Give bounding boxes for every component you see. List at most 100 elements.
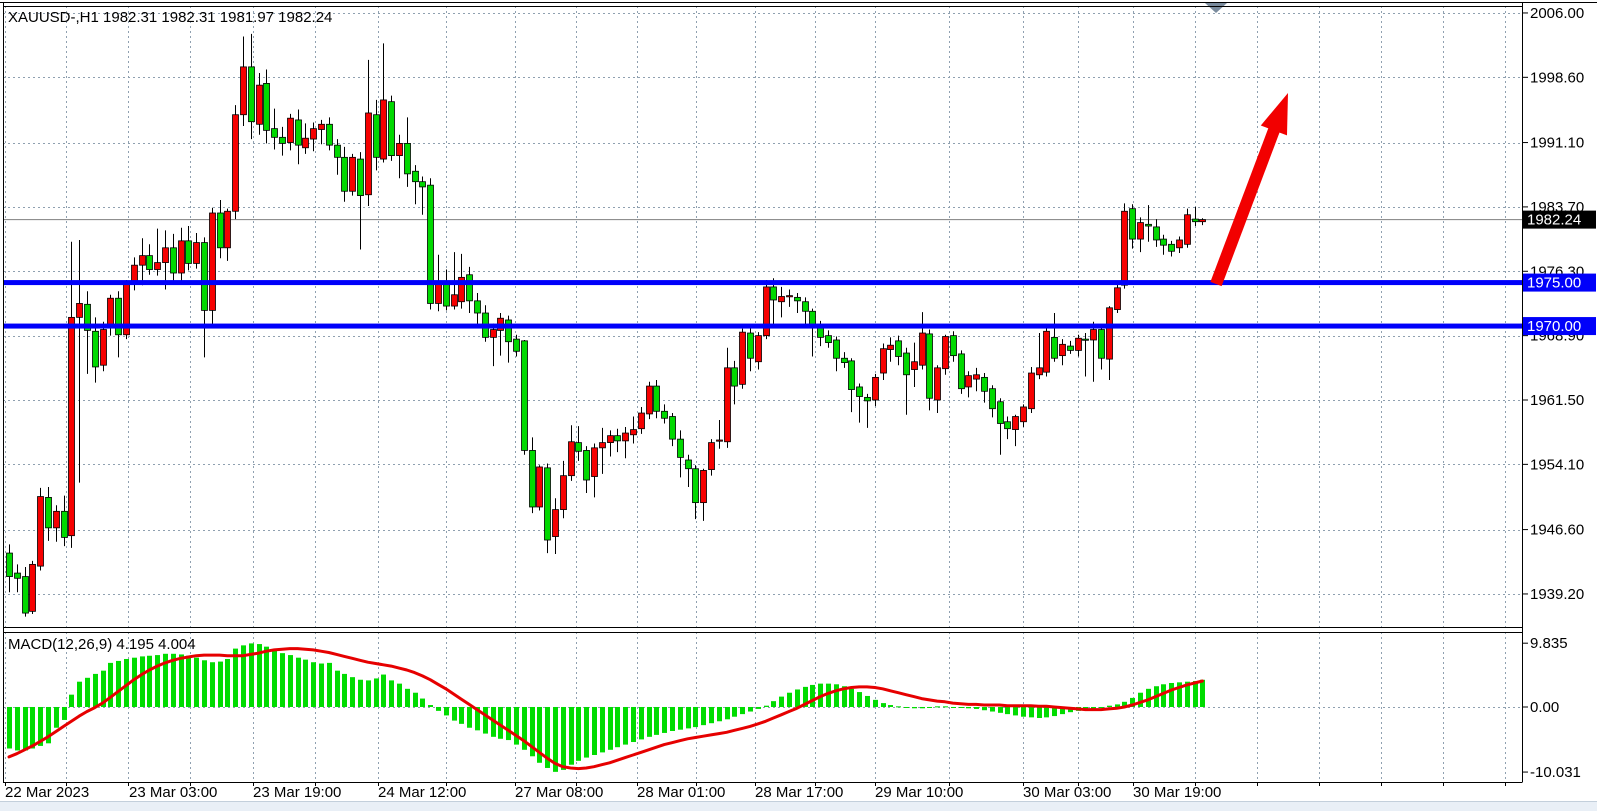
time-axis-label: 30 Mar 03:00 [1023, 784, 1111, 801]
candle-bear [248, 66, 255, 123]
macd-histogram-bar [327, 662, 332, 707]
candle-bull [302, 137, 309, 149]
macd-histogram-bar [974, 706, 979, 709]
macd-histogram-bar [545, 706, 550, 768]
candle-bear [61, 510, 68, 538]
price-tick-label: 1946.60 [1530, 522, 1584, 539]
macd-histogram-bar [654, 706, 659, 735]
macd-histogram-bar [428, 705, 433, 707]
candle-bear [989, 388, 996, 410]
macd-histogram-bar [1052, 706, 1057, 717]
macd-histogram-bar [576, 706, 581, 761]
macd-histogram-bar [935, 706, 940, 708]
candle-bear [981, 376, 988, 392]
macd-histogram-bar [912, 706, 917, 709]
trend-arrow-shaft[interactable] [1210, 122, 1282, 287]
candle-bull [490, 329, 497, 338]
macd-tick-label: -10.031 [1530, 764, 1581, 781]
candle-bear [419, 181, 426, 188]
candle-bull [1176, 239, 1183, 249]
candle-bear [1129, 208, 1136, 240]
macd-histogram-bar [608, 706, 613, 750]
current-price-tag[interactable] [1523, 210, 1596, 229]
macd-histogram-bar [303, 659, 308, 707]
candle-bear [958, 353, 965, 390]
candle-bull [1012, 416, 1019, 430]
candle-bear [653, 385, 660, 412]
macd-histogram-bar [186, 655, 191, 707]
candle-bear [427, 184, 434, 304]
candle-bull [880, 348, 887, 374]
candle-bull [37, 496, 44, 567]
macd-histogram-bar [30, 706, 35, 749]
candle-bull [716, 439, 723, 442]
candle-bull [162, 247, 169, 263]
candle-bear [170, 247, 177, 274]
time-axis-label: 30 Mar 19:00 [1133, 784, 1221, 801]
candle-bull [786, 295, 793, 298]
candle-bear [669, 416, 676, 440]
time-axis-label: 28 Mar 17:00 [755, 784, 843, 801]
macd-histogram-bar [288, 655, 293, 707]
macd-histogram-bar [662, 706, 667, 733]
candle-bear [950, 335, 957, 357]
candle-bull [435, 283, 442, 304]
candle-bull [1106, 307, 1113, 360]
macd-histogram-bar [1130, 697, 1135, 707]
macd-signal-line [7, 647, 1204, 771]
macd-histogram-bar [241, 645, 246, 707]
macd-histogram-bar [990, 706, 995, 712]
candle-bull [396, 143, 403, 156]
macd-histogram-bar [444, 706, 449, 716]
macd-histogram-bar [225, 658, 230, 707]
macd-histogram-bar [264, 646, 269, 707]
macd-histogram-bar [218, 661, 223, 707]
candle-bull [552, 509, 559, 537]
macd-histogram-bar [38, 706, 43, 746]
candle-bear [614, 435, 621, 442]
candle-bear [1145, 223, 1152, 227]
macd-histogram-bar [569, 706, 574, 765]
macd-histogram-bar [257, 644, 262, 707]
macd-histogram-bar [296, 657, 301, 707]
candle-bull [724, 367, 731, 443]
macd-histogram-bar [717, 706, 722, 722]
candle-bear [263, 83, 270, 131]
candle-bear [848, 360, 855, 390]
candle-bull [224, 210, 231, 249]
macd-histogram-bar [592, 706, 597, 755]
macd-histogram-bar [1177, 682, 1182, 707]
macd-histogram-bar [132, 657, 137, 707]
time-axis-label: 29 Mar 10:00 [875, 784, 963, 801]
macd-histogram-bar [54, 706, 59, 728]
macd-histogram-bar [1193, 681, 1198, 707]
support-resistance-line[interactable] [3, 280, 1522, 286]
macd-histogram-bar [506, 706, 511, 741]
candle-bull [1121, 210, 1128, 286]
candle-bull [599, 442, 606, 449]
trend-arrow-head[interactable] [1260, 93, 1288, 136]
macd-histogram-bar [678, 706, 683, 730]
macd-histogram-bar [600, 706, 605, 753]
price-tick-label: 1961.50 [1530, 392, 1584, 409]
macd-histogram-bar [686, 706, 691, 729]
support-resistance-line[interactable] [3, 323, 1522, 329]
macd-histogram-bar [366, 680, 371, 707]
candle-bull [1020, 406, 1027, 423]
chart-shift-marker-icon[interactable] [1205, 3, 1227, 13]
candle-bear [373, 114, 380, 158]
level-price-tag[interactable] [1523, 317, 1596, 336]
candle-bull [536, 466, 543, 508]
macd-histogram-bar [397, 683, 402, 707]
macd-histogram-bar [171, 653, 176, 707]
level-price-tag-text: 1970.00 [1527, 318, 1581, 335]
candle-bull [349, 156, 356, 192]
candle-bear [1067, 345, 1074, 351]
macd-histogram-bar [1146, 688, 1151, 707]
macd-histogram-bar [194, 657, 199, 707]
macd-histogram-bar [1029, 706, 1034, 718]
candle-bear [685, 459, 692, 470]
level-price-tag[interactable] [1523, 273, 1596, 292]
